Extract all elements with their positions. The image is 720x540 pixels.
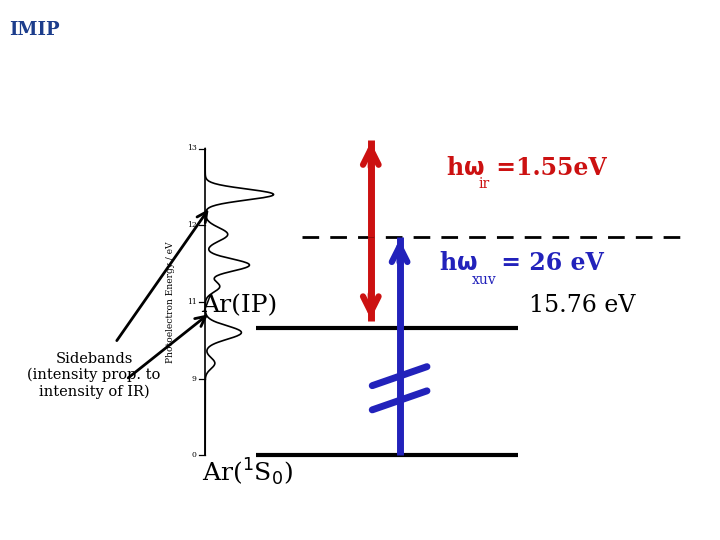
Text: 13: 13: [186, 145, 197, 152]
Bar: [6, 4, 89, 58]
Text: 11: 11: [186, 298, 197, 306]
Text: ISTITUTO DI METODOLOGIE: ISTITUTO DI METODOLOGIE: [95, 19, 181, 24]
Text: =1.55eV: =1.55eV: [488, 156, 607, 180]
Text: INORGANICHE E DEI PLASMI: INORGANICHE E DEI PLASMI: [95, 36, 183, 41]
Text: = 26 eV: = 26 eV: [493, 251, 604, 275]
Text: IMIP: IMIP: [9, 21, 59, 39]
Text: Ar($^1$S$_0$): Ar($^1$S$_0$): [202, 456, 292, 488]
Text: h$\mathbf{\omega}$: h$\mathbf{\omega}$: [439, 251, 478, 275]
Text: 9: 9: [192, 375, 197, 382]
Text: ir: ir: [478, 177, 490, 191]
Text: 12: 12: [186, 221, 197, 229]
Text: Photoelectron Energy / eV: Photoelectron Energy / eV: [166, 241, 175, 363]
Text: 15.76 eV: 15.76 eV: [529, 294, 636, 317]
Text: xuv: xuv: [472, 273, 496, 287]
Text: Sidebands
(intensity prop. to
intensity of IR): Sidebands (intensity prop. to intensity …: [27, 352, 161, 399]
Text: Ar(IP): Ar(IP): [202, 294, 278, 317]
Text: Cross Correlation in ATI of rare gases: Cross Correlation in ATI of rare gases: [198, 22, 574, 40]
Text: 0: 0: [192, 451, 197, 459]
Text: h$\mathbf{\omega}$: h$\mathbf{\omega}$: [446, 156, 485, 180]
Text: Patrick O'Keeffe: Patrick O'Keeffe: [18, 510, 146, 524]
Text: WUTA 2008, 8th-10th October: WUTA 2008, 8th-10th October: [467, 510, 702, 524]
